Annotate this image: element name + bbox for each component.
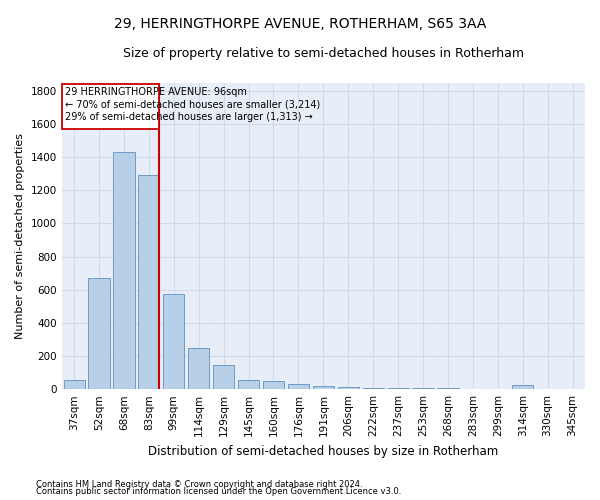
Bar [113, 152, 134, 389]
Text: ← 70% of semi-detached houses are smaller (3,214): ← 70% of semi-detached houses are smalle… [65, 99, 320, 109]
Text: 29% of semi-detached houses are larger (1,313) →: 29% of semi-detached houses are larger (… [65, 112, 313, 122]
Y-axis label: Number of semi-detached properties: Number of semi-detached properties [15, 133, 25, 339]
Bar [412, 388, 434, 389]
Title: Size of property relative to semi-detached houses in Rotherham: Size of property relative to semi-detach… [123, 48, 524, 60]
Bar [238, 380, 259, 389]
Bar [388, 388, 409, 389]
Bar [288, 384, 309, 389]
FancyBboxPatch shape [62, 84, 160, 129]
Bar [138, 176, 160, 389]
Bar [64, 380, 85, 389]
Bar [362, 388, 384, 389]
Bar [263, 381, 284, 389]
Bar [338, 386, 359, 389]
Text: 29, HERRINGTHORPE AVENUE, ROTHERHAM, S65 3AA: 29, HERRINGTHORPE AVENUE, ROTHERHAM, S65… [114, 18, 486, 32]
Bar [188, 348, 209, 389]
Bar [88, 278, 110, 389]
Bar [213, 365, 234, 389]
Bar [437, 388, 458, 389]
Bar [163, 294, 184, 389]
Bar [313, 386, 334, 389]
Text: Contains HM Land Registry data © Crown copyright and database right 2024.: Contains HM Land Registry data © Crown c… [36, 480, 362, 489]
Text: 29 HERRINGTHORPE AVENUE: 96sqm: 29 HERRINGTHORPE AVENUE: 96sqm [65, 88, 247, 98]
X-axis label: Distribution of semi-detached houses by size in Rotherham: Distribution of semi-detached houses by … [148, 444, 499, 458]
Bar [512, 385, 533, 389]
Text: Contains public sector information licensed under the Open Government Licence v3: Contains public sector information licen… [36, 487, 401, 496]
